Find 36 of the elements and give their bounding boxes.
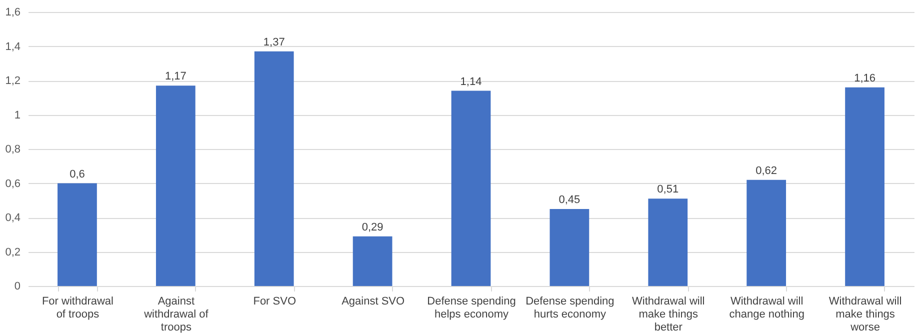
bar — [352, 236, 392, 286]
data-label: 0,29 — [362, 221, 384, 234]
y-tick-label: 0,8 — [5, 144, 20, 156]
bar — [648, 198, 688, 286]
x-tick-label: For SVO — [253, 296, 296, 308]
y-tick-label: 1,2 — [5, 75, 20, 87]
x-tick-label: Against withdrawal of troops — [143, 296, 210, 334]
bar — [845, 87, 884, 286]
y-tick-label: 0,6 — [5, 178, 20, 190]
data-label: 1,17 — [164, 70, 186, 83]
bar — [254, 51, 294, 286]
data-label: 0,6 — [70, 168, 85, 180]
x-tick-label: Withdrawal will change nothing — [729, 296, 804, 320]
bar — [58, 183, 97, 286]
bar — [550, 208, 590, 286]
x-tick-label: Against SVO — [342, 296, 405, 308]
x-tick-label: Withdrawal will make things better — [632, 296, 705, 334]
y-tick-label: 0,2 — [5, 246, 20, 258]
y-tick-label: 0,4 — [5, 212, 20, 224]
data-label: 1,16 — [854, 72, 876, 84]
x-tick-label: Defense spending helps economy — [427, 296, 516, 320]
x-tick-label: Withdrawal will make things worse — [828, 296, 902, 334]
data-label: 0,45 — [558, 194, 580, 206]
data-label: 1,37 — [263, 36, 285, 48]
bar — [156, 86, 196, 286]
y-tick-label: 0 — [14, 280, 20, 292]
x-tick-label: For withdrawal of troops — [42, 296, 114, 320]
y-tick-label: 1,6 — [5, 6, 20, 18]
y-tick-label: 1 — [14, 109, 20, 122]
data-label: 0,51 — [657, 184, 679, 196]
bar — [451, 90, 491, 286]
x-tick-label: Defense spending hurts economy — [526, 296, 614, 320]
y-tick-label: 1,4 — [5, 40, 20, 53]
data-label: 0,62 — [756, 164, 778, 177]
bar — [746, 180, 786, 286]
data-label: 1,14 — [460, 76, 482, 88]
